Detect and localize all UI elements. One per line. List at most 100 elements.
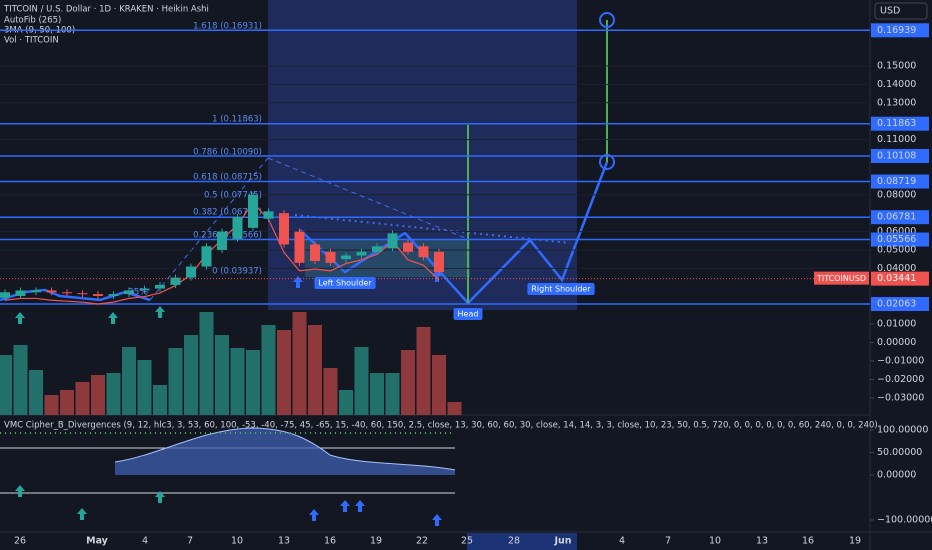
- last-price-label: 0.03441: [877, 273, 916, 284]
- candle: [217, 231, 227, 250]
- volume-bar: [447, 402, 462, 415]
- x-tick-label: 13: [278, 536, 290, 547]
- currency[interactable]: USD: [880, 6, 900, 17]
- price-tag: [871, 232, 929, 247]
- candle: [341, 255, 351, 260]
- osc-tick-label: −0.01000: [877, 356, 924, 367]
- volume-bar: [75, 382, 90, 415]
- volume-bar: [168, 348, 183, 415]
- chart-title: TITCOIN / U.S. Dollar · 1D · KRAKEN · He…: [3, 5, 209, 15]
- x-tick-label: 7: [665, 536, 671, 547]
- volume-bar: [153, 385, 167, 415]
- neckline: [294, 214, 571, 244]
- y-tick-label: 0.04000: [877, 263, 916, 274]
- candle: [15, 290, 26, 296]
- y-tick-label: 0.14000: [877, 79, 916, 90]
- y-tick-label: 0.15000: [877, 60, 916, 71]
- volume-bar: [44, 395, 59, 415]
- candle: [31, 290, 41, 293]
- pattern-label: Head: [458, 310, 479, 319]
- candle: [0, 292, 10, 298]
- date-range-highlight: [467, 533, 577, 550]
- oscillator-label: VMC Cipher_B_Divergences (9, 12, hlc3, 3…: [4, 421, 878, 431]
- volume-bar: [277, 330, 291, 415]
- y-tick-label: 0.05566: [877, 234, 916, 245]
- indicator-label: Vol · TITCOIN: [4, 36, 59, 46]
- x-tick-label: 7: [187, 536, 193, 547]
- candle: [62, 292, 72, 294]
- candle: [263, 211, 274, 219]
- y-tick-label: 0.06000: [877, 226, 916, 237]
- osc-tick-label: 0.01000: [877, 319, 916, 330]
- y-tick-label: 0.10108: [877, 150, 916, 161]
- osc-tick-label: −0.03000: [877, 393, 924, 404]
- y-tick-label: 0.05000: [877, 244, 916, 255]
- candle: [201, 246, 212, 267]
- candle: [77, 293, 88, 295]
- x-tick-label: 19: [370, 536, 382, 547]
- y-tick-label: 0.16939: [877, 25, 916, 36]
- candle: [294, 231, 305, 263]
- volume-bar: [230, 348, 245, 415]
- percent-label: 35%: [128, 288, 148, 298]
- candle: [403, 242, 413, 252]
- pattern-label-box: [314, 277, 376, 289]
- candle: [418, 246, 429, 258]
- y-tick-label: 0.02063: [877, 299, 916, 310]
- pattern-label: Right Shoulder: [531, 285, 591, 294]
- x-tick-label: 25: [461, 536, 473, 547]
- indicator-label: AutoFib (265): [4, 16, 61, 26]
- volume-bar: [339, 390, 353, 415]
- y-tick-label: 0.06781: [877, 212, 916, 223]
- volume-bar: [308, 325, 322, 415]
- volume-bar: [432, 355, 446, 415]
- fib-label: 1.618 (0.16931): [193, 22, 262, 32]
- volume-bar: [385, 373, 400, 415]
- vmc-wave-line: [114, 427, 456, 471]
- volume-bar: [0, 355, 12, 415]
- osc-tick-label: −0.02000: [877, 374, 924, 385]
- currency-box[interactable]: [874, 2, 928, 20]
- x-tick-label: 10: [709, 536, 721, 547]
- fib-label: 0.5 (0.07745): [204, 191, 262, 201]
- fib-label: 0 (0.03937): [212, 267, 262, 277]
- candle: [139, 288, 150, 291]
- volume-bar: [401, 350, 415, 415]
- candle: [387, 233, 398, 249]
- x-tick-label: 4: [142, 536, 148, 547]
- volume-bar: [416, 327, 431, 415]
- price-tag: [871, 174, 929, 189]
- fib-label: 0.786 (0.10090): [193, 148, 262, 158]
- vmc-wave: [115, 428, 455, 475]
- candle: [356, 251, 367, 256]
- candle: [325, 251, 336, 263]
- y-tick-label: 0.11000: [877, 134, 916, 145]
- price-tag: [871, 148, 929, 163]
- y-tick-label: 0.08719: [877, 176, 916, 187]
- candle: [434, 251, 444, 273]
- x-tick-label: 4: [619, 536, 625, 547]
- candle: [108, 294, 119, 296]
- y-tick-label: 0.08000: [877, 189, 916, 200]
- candle: [232, 216, 243, 239]
- price-tag: [871, 23, 929, 38]
- fib-label: 0.382 (0.06781): [193, 208, 262, 218]
- fib-label: 1 (0.11863): [212, 115, 262, 125]
- candle: [155, 284, 165, 289]
- volume-bar: [184, 335, 198, 415]
- y-tick-label: 0.11863: [877, 118, 916, 129]
- x-tick-label: 28: [508, 536, 520, 547]
- x-tick-label: 26: [14, 536, 26, 547]
- target-marker: [599, 154, 615, 170]
- pattern-label-box: [527, 283, 595, 295]
- fib-label: 0.618 (0.08715): [193, 173, 262, 183]
- volume-bar: [323, 368, 338, 415]
- vmc-tick-label: 0.00000: [877, 470, 916, 481]
- volume-bar: [199, 312, 214, 415]
- vmc-tick-label: 100.00000: [877, 425, 928, 436]
- trend-dashed: [267, 157, 471, 241]
- pattern-label-box: [453, 308, 483, 320]
- candle: [310, 244, 320, 262]
- candle: [93, 294, 103, 296]
- volume-bar: [215, 335, 229, 415]
